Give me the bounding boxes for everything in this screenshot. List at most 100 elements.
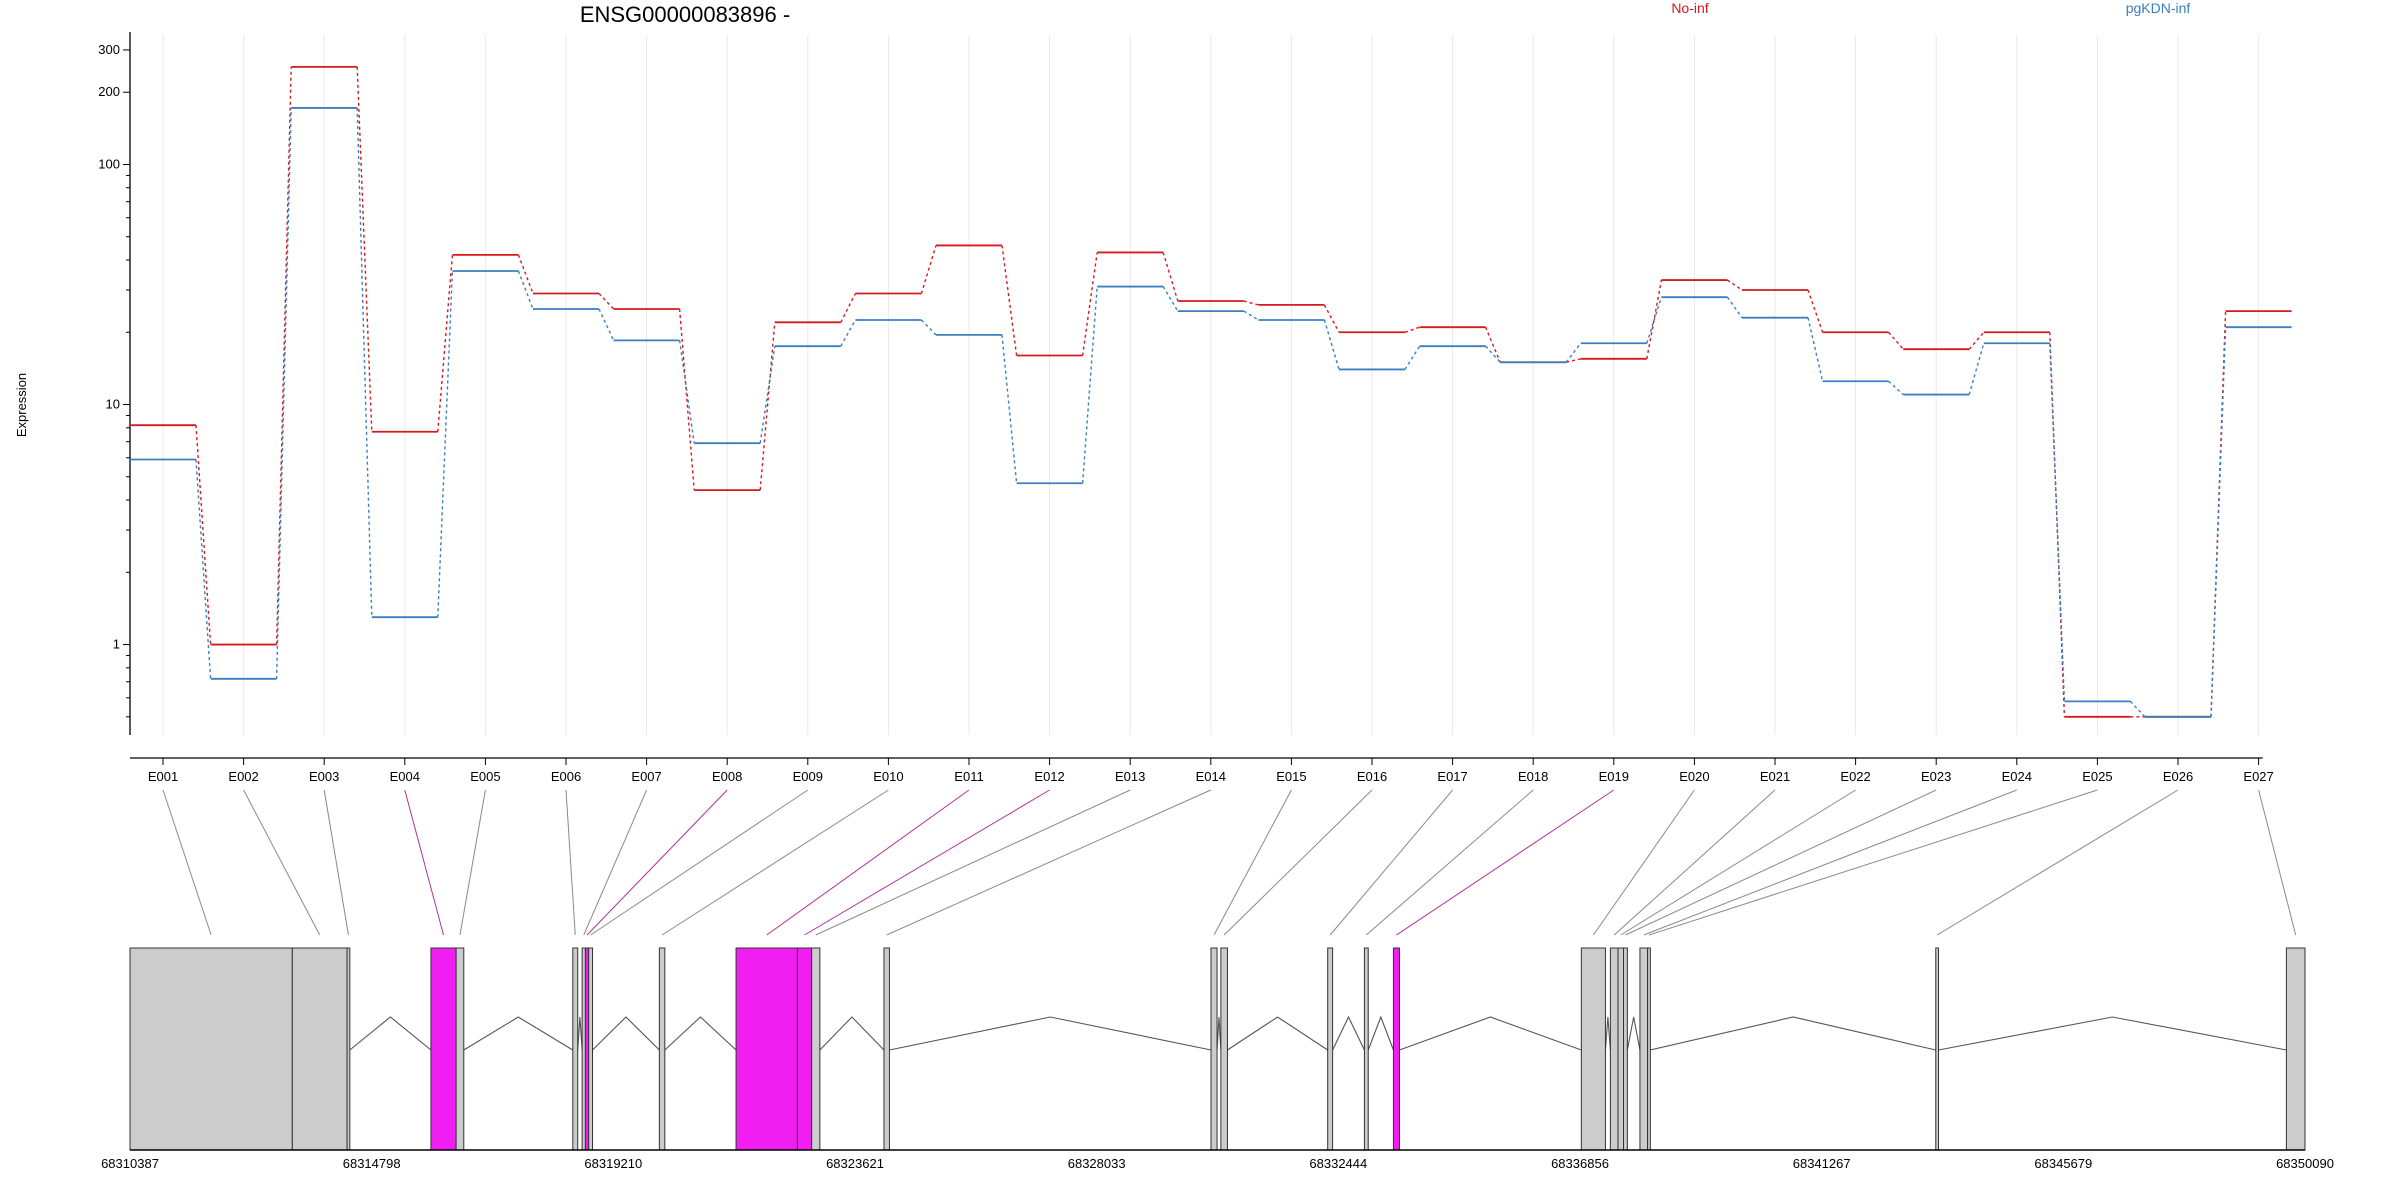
series-connector [678,308,695,491]
genomic-tick-label: 68310387 [101,1156,159,1171]
x-tick-label: E006 [551,769,581,784]
exon-connector [1625,789,1937,936]
exon-e020 [1580,947,1606,1151]
genomic-tick-label: 68328033 [1068,1156,1126,1171]
x-tick-label: E010 [873,769,903,784]
y-axis: 1 10 100 200 300 [98,32,131,735]
series-connector [1162,286,1179,312]
x-tick-label: E005 [470,769,500,784]
exon-connector [1396,789,1615,936]
series-connector [1727,279,1743,291]
exon-connector [459,789,486,936]
series-connector [678,340,695,444]
series-lines [130,65,2292,718]
exon-e016 [1220,947,1228,1151]
series-connector [517,254,534,294]
exon-connector [1223,789,1373,936]
exon-connectors [162,789,2297,936]
x-tick-label: E004 [390,769,420,784]
x-tick-label: E016 [1357,769,1387,784]
series-connector [1888,380,1904,396]
series-connector [1243,310,1259,321]
series-connector [195,459,212,679]
legend-no-inf: No-inf [1671,0,1708,16]
exon-e001 [129,947,293,1151]
legend-pgkdn-inf: pgKDN-inf [2126,0,2191,16]
series-connector [598,308,615,341]
intron [1938,1016,2287,1051]
x-tick-label: E013 [1115,769,1145,784]
intron [1227,1016,1328,1051]
series-connector [1243,300,1259,306]
intron [1626,1016,1641,1051]
series-connector [1566,358,1581,363]
series-connector [1888,331,1904,350]
exon-e006 [572,947,579,1151]
y-tick-label: 10 [106,397,120,412]
y-tick-label: 1 [113,637,120,652]
series-connector [2210,327,2227,717]
exon-connector [1936,789,2179,936]
intron [1332,1015,1365,1051]
x-tick-label: E011 [954,769,983,784]
x-tick-label: E017 [1437,769,1467,784]
exon-e003 [346,947,351,1151]
exon-connector [1592,789,1695,936]
intron [1650,1016,1936,1051]
exon-e022 [1617,947,1625,1151]
exon-connector [1643,789,2017,936]
genomic-tick-label: 68341267 [1793,1156,1851,1171]
x-tick-label: E003 [309,769,339,784]
intron [463,1016,574,1051]
intron [664,1016,737,1051]
series-connector [1646,296,1663,344]
genomic-tick-label: 68345679 [2034,1156,2092,1171]
genomic-tick-label: 68314798 [343,1156,401,1171]
exon-e015 [1210,947,1218,1151]
series-connector [1323,319,1340,370]
exon-connector [1213,789,1292,936]
y-axis-label: Expression [14,373,29,437]
series-connector [1323,304,1340,333]
series-connector [920,245,937,294]
x-axis: E001 E002 E003 E004 E005 E006 E007 E008 E009 E010… [130,757,2274,784]
intron [349,1016,432,1051]
x-tick-label: E014 [1196,769,1226,784]
series-connector [2129,700,2146,718]
genomic-tick-label: 68319210 [584,1156,642,1171]
x-tick-label: E025 [2082,769,2112,784]
exon-connector [590,789,809,936]
exon-connector [1365,789,1534,936]
exon-connector [2258,789,2297,936]
exon-connector [323,789,349,936]
series-connector [356,107,373,618]
intron [1367,1015,1394,1051]
exon-e011 [735,947,798,1151]
genomic-tick-label: 68323621 [826,1156,884,1171]
series-connector [1081,252,1098,356]
y-tick-label: 200 [98,84,120,99]
series-connector [437,254,454,432]
x-tick-label: E002 [228,769,258,784]
series-connector [920,319,937,336]
series-connector [1968,343,1985,395]
grid-lines [162,35,2260,735]
chart-title: ENSG00000083896 - [580,2,790,27]
series-connector [1646,279,1663,359]
x-tick-label: E012 [1034,769,1064,784]
x-tick-label: E001 [148,769,178,784]
intron [1604,1016,1611,1051]
series-connector [275,66,292,645]
exon-connector [661,789,889,936]
exon-e002 [291,947,348,1151]
series-connector [1485,345,1501,363]
exon-e021 [1609,947,1619,1151]
exon-connector [586,789,728,936]
exon-e014 [883,947,890,1151]
intron [577,1016,583,1051]
series-connector [1968,331,1985,350]
exon-e012 [796,947,813,1151]
gene-model [129,947,2306,1151]
series-connector [1807,289,1824,333]
